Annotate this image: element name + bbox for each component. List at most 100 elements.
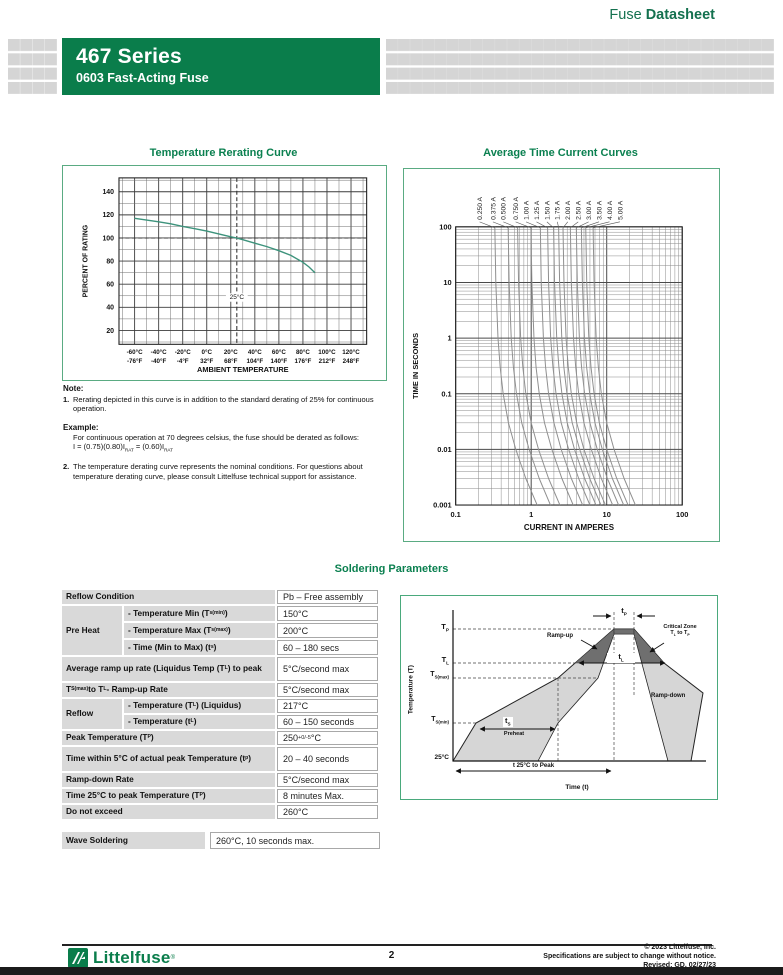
svg-text:248°F: 248°F xyxy=(343,358,360,365)
littelfuse-logo: Littelfuse ® xyxy=(68,948,175,968)
svg-text:212°F: 212°F xyxy=(319,358,336,365)
svg-text:-60°C: -60°C xyxy=(127,349,144,356)
notes-block: Note: 1. Rerating depicted in this curve… xyxy=(63,384,395,481)
note-2: 2. The temperature derating curve repres… xyxy=(63,462,395,481)
svg-text:0.1: 0.1 xyxy=(450,510,460,519)
time-current-chart-title: Average Time Current Curves xyxy=(483,147,638,159)
svg-text:0.1: 0.1 xyxy=(441,389,451,398)
note-1: 1. Rerating depicted in this curve is in… xyxy=(63,395,395,414)
table-row-label: Time within 5°C of actual peak Temperatu… xyxy=(62,747,275,771)
note-1-number: 1. xyxy=(63,395,70,404)
wave-soldering-row: Wave Soldering 260°C, 10 seconds max. xyxy=(62,832,380,849)
table-row-label: - Temperature Min (T s(min)) xyxy=(124,606,275,621)
diagram-tsmax-level: TS(max) xyxy=(430,671,449,680)
table-row-label: Ramp-down Rate xyxy=(62,773,275,787)
diagram-tl-time: tL xyxy=(607,653,635,663)
decorative-squares-right xyxy=(386,39,774,94)
svg-text:1: 1 xyxy=(529,510,533,519)
diagram-tp-level: TP xyxy=(441,622,449,633)
table-row-value: 200°C xyxy=(277,623,378,638)
svg-text:1.75 A: 1.75 A xyxy=(555,200,562,220)
table-row-label: Time 25°C to peak Temperature (T P) xyxy=(62,789,275,803)
svg-text:AMBIENT TEMPERATURE: AMBIENT TEMPERATURE xyxy=(197,365,289,374)
svg-text:20°C: 20°C xyxy=(224,349,238,356)
svg-text:176°F: 176°F xyxy=(295,358,312,365)
svg-text:104°F: 104°F xyxy=(246,358,263,365)
registered-mark: ® xyxy=(170,955,175,961)
diagram-ts-time: tS xyxy=(503,716,513,727)
table-row-value: 5°C/second max xyxy=(277,683,378,697)
table-group-preheat: Pre Heat xyxy=(62,606,122,655)
brand-bold: Datasheet xyxy=(645,7,715,23)
profile-diagram-svg xyxy=(452,610,706,774)
diagram-t25-peak-label: t 25°C to Peak xyxy=(453,762,614,770)
table-row-value: 217°C xyxy=(277,699,378,713)
revision-line: Revised: GD. 02/27/23 xyxy=(643,962,716,970)
svg-text:0.500 A: 0.500 A xyxy=(501,196,508,219)
note-2-number: 2. xyxy=(63,462,70,472)
svg-text:60: 60 xyxy=(106,282,114,289)
svg-text:140: 140 xyxy=(102,189,114,196)
svg-text:0.250 A: 0.250 A xyxy=(477,196,484,219)
wave-soldering-value: 260°C, 10 seconds max. xyxy=(210,832,380,849)
svg-text:32°F: 32°F xyxy=(200,358,213,365)
svg-text:10: 10 xyxy=(603,510,611,519)
diagram-critical-zone-label: Critical Zone TL to TP xyxy=(663,624,697,638)
svg-text:-40°F: -40°F xyxy=(151,358,167,365)
svg-text:1.25 A: 1.25 A xyxy=(534,200,541,220)
decorative-squares-left xyxy=(8,39,57,94)
svg-text:0°C: 0°C xyxy=(202,349,213,356)
document-type-label: Fuse Datasheet xyxy=(609,7,715,23)
svg-text:4.00 A: 4.00 A xyxy=(607,200,614,220)
svg-text:120: 120 xyxy=(102,212,114,219)
example-heading: Example: xyxy=(63,422,99,432)
svg-text:0.750 A: 0.750 A xyxy=(513,196,520,219)
svg-text:120°C: 120°C xyxy=(342,349,360,356)
table-row-value: 20 – 40 seconds xyxy=(277,747,378,771)
svg-text:80°C: 80°C xyxy=(296,349,310,356)
diagram-x-axis-label: Time (t) xyxy=(565,784,589,791)
svg-text:0.001: 0.001 xyxy=(433,501,452,510)
table-group-reflow: Reflow xyxy=(62,699,122,729)
diagram-tp-time: tP xyxy=(621,606,627,617)
page-number: 2 xyxy=(388,950,395,961)
svg-text:40°C: 40°C xyxy=(248,349,262,356)
table-row-value: 5°C/second max xyxy=(277,773,378,787)
diagram-ramp-down-label: Ramp-down xyxy=(651,693,686,699)
littelfuse-logo-icon xyxy=(68,948,88,968)
svg-text:20: 20 xyxy=(106,328,114,335)
table-row-label: - Temperature (t L) xyxy=(124,715,275,729)
footer-divider xyxy=(62,944,712,946)
svg-text:3.50 A: 3.50 A xyxy=(596,200,603,220)
diagram-tl-level: TL xyxy=(441,655,449,666)
table-row-label: Average ramp up rate (Liquidus Temp (T L)… xyxy=(62,657,275,681)
svg-text:3.00 A: 3.00 A xyxy=(586,200,593,220)
soldering-table: Reflow Condition Pb – Free assembly Pre … xyxy=(62,590,380,819)
table-row-value: 260°C xyxy=(277,805,378,819)
svg-text:2.00 A: 2.00 A xyxy=(565,200,572,220)
svg-text:-76°F: -76°F xyxy=(127,358,143,365)
svg-text:0.01: 0.01 xyxy=(437,445,451,454)
table-row-value: Pb – Free assembly xyxy=(277,590,378,604)
rerating-chart-title: Temperature Rerating Curve xyxy=(149,147,298,159)
series-subtitle: 0603 Fast-Acting Fuse xyxy=(76,71,209,85)
table-row-label: Do not exceed xyxy=(62,805,275,819)
svg-text:5.00 A: 5.00 A xyxy=(617,200,624,220)
svg-text:25°C: 25°C xyxy=(230,293,245,301)
bottom-bar xyxy=(0,967,783,975)
svg-text:140°F: 140°F xyxy=(271,358,288,365)
note-1-text: Rerating depicted in this curve is in ad… xyxy=(73,395,374,414)
table-row-value: 250 +0/-5 °C xyxy=(277,731,378,745)
table-row-value: 5°C/second max xyxy=(277,657,378,681)
table-row-value: 8 minutes Max. xyxy=(277,789,378,803)
note-2-text: The temperature derating curve represent… xyxy=(73,462,363,481)
table-row-label: - Temperature Max (T s(max)) xyxy=(124,623,275,638)
table-row-value: 60 – 150 seconds xyxy=(277,715,378,729)
svg-text:40: 40 xyxy=(106,305,114,312)
svg-text:PERCENT OF RATING: PERCENT OF RATING xyxy=(82,225,89,298)
series-title: 467 Series xyxy=(76,45,182,68)
svg-text:100: 100 xyxy=(676,510,688,519)
